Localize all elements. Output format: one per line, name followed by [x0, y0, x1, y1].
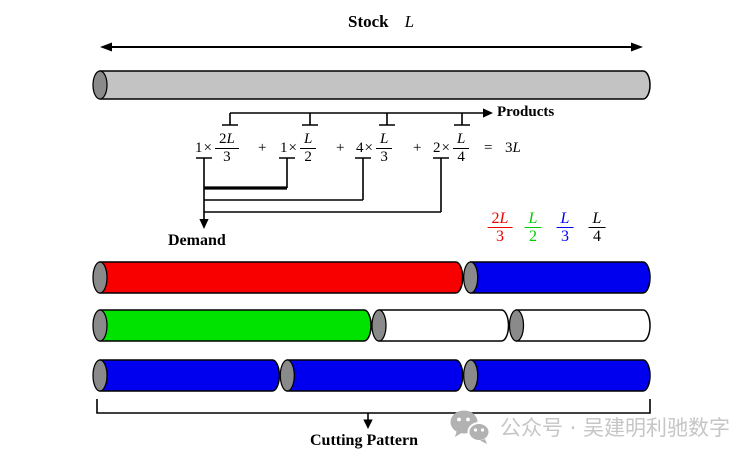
- math-char: L: [560, 210, 570, 227]
- watermark-text: 公众号 · 吴建明利驰数字: [500, 416, 731, 440]
- legend-fraction: 2L 3: [487, 209, 513, 245]
- term-coefficient: 1×: [195, 139, 213, 156]
- fraction-denominator: 3: [223, 148, 231, 165]
- watermark: 公众号 · 吴建明利驰数字: [449, 409, 730, 445]
- fraction-numerator: L: [452, 130, 470, 149]
- equation-term: 4× L 3: [356, 128, 393, 168]
- rod-piece-L-3: [463, 261, 651, 294]
- products-bracket: [222, 108, 493, 126]
- fraction-numerator: L: [556, 210, 574, 228]
- fraction-numerator: L: [588, 210, 606, 228]
- equation-term: 1× 2L 3: [195, 128, 239, 168]
- plus-operator: +: [258, 139, 267, 156]
- equation-term: 2× L 4: [433, 128, 470, 168]
- cutting-pattern-label: Cutting Pattern: [310, 432, 418, 449]
- fraction-numerator: 2L: [487, 210, 513, 228]
- math-char: 3: [505, 139, 513, 156]
- stock-rod: [92, 70, 651, 100]
- cutting-pattern-bracket: [96, 399, 651, 429]
- equals-sign: =: [484, 139, 493, 156]
- wechat-icon: [450, 410, 491, 444]
- math-char: L: [499, 210, 509, 227]
- fraction-denominator: 4: [457, 148, 465, 165]
- rod-layer: [92, 70, 651, 392]
- term-coefficient: 1×: [280, 139, 298, 156]
- fraction-numerator: L: [375, 130, 393, 149]
- math-char: L: [303, 130, 313, 147]
- math-char: L: [592, 210, 602, 227]
- math-char: L: [528, 210, 538, 227]
- fraction-denominator: 3: [496, 228, 504, 245]
- term-coefficient: 2×: [433, 139, 451, 156]
- math-char: L: [379, 130, 389, 147]
- term-coefficient: 4×: [356, 139, 374, 156]
- rod-piece-L-2: [92, 309, 372, 342]
- math-char: L: [226, 130, 235, 147]
- fraction-denominator: 2: [529, 228, 537, 245]
- fraction-denominator: 3: [561, 228, 569, 245]
- rod-piece-L-3: [279, 359, 464, 392]
- demand-connectors: [196, 157, 449, 229]
- plus-operator: +: [336, 139, 345, 156]
- stock-extent-arrow: [100, 42, 643, 52]
- rod-piece-L-3: [463, 359, 651, 392]
- fraction-numerator: L: [524, 210, 542, 228]
- rod-piece-2L-3: [92, 261, 464, 294]
- math-char: L: [456, 130, 466, 147]
- rod-piece-L-3: [92, 359, 281, 392]
- stock-title: Stock L: [348, 12, 414, 32]
- demand-label: Demand: [168, 232, 226, 249]
- products-label: Products: [497, 104, 555, 120]
- stock-length-symbol: L: [404, 12, 415, 31]
- fraction-numerator: 2L: [214, 130, 239, 149]
- stock-label: Stock: [348, 12, 389, 31]
- fraction-denominator: 2: [304, 148, 312, 165]
- fraction-numerator: L: [299, 130, 317, 149]
- rod-piece-L-4: [371, 309, 510, 342]
- rod-piece-L-4: [508, 309, 651, 342]
- equation-term: 1× L 2: [280, 128, 317, 168]
- fraction: 2L 3: [214, 130, 239, 166]
- fraction: 2L 3: [487, 210, 513, 245]
- math-char: 2: [218, 130, 227, 147]
- fraction-denominator: 4: [593, 228, 601, 245]
- fraction-denominator: 3: [380, 148, 388, 165]
- math-char: 2: [491, 210, 500, 227]
- plus-operator: +: [413, 139, 422, 156]
- math-char: L: [512, 139, 521, 156]
